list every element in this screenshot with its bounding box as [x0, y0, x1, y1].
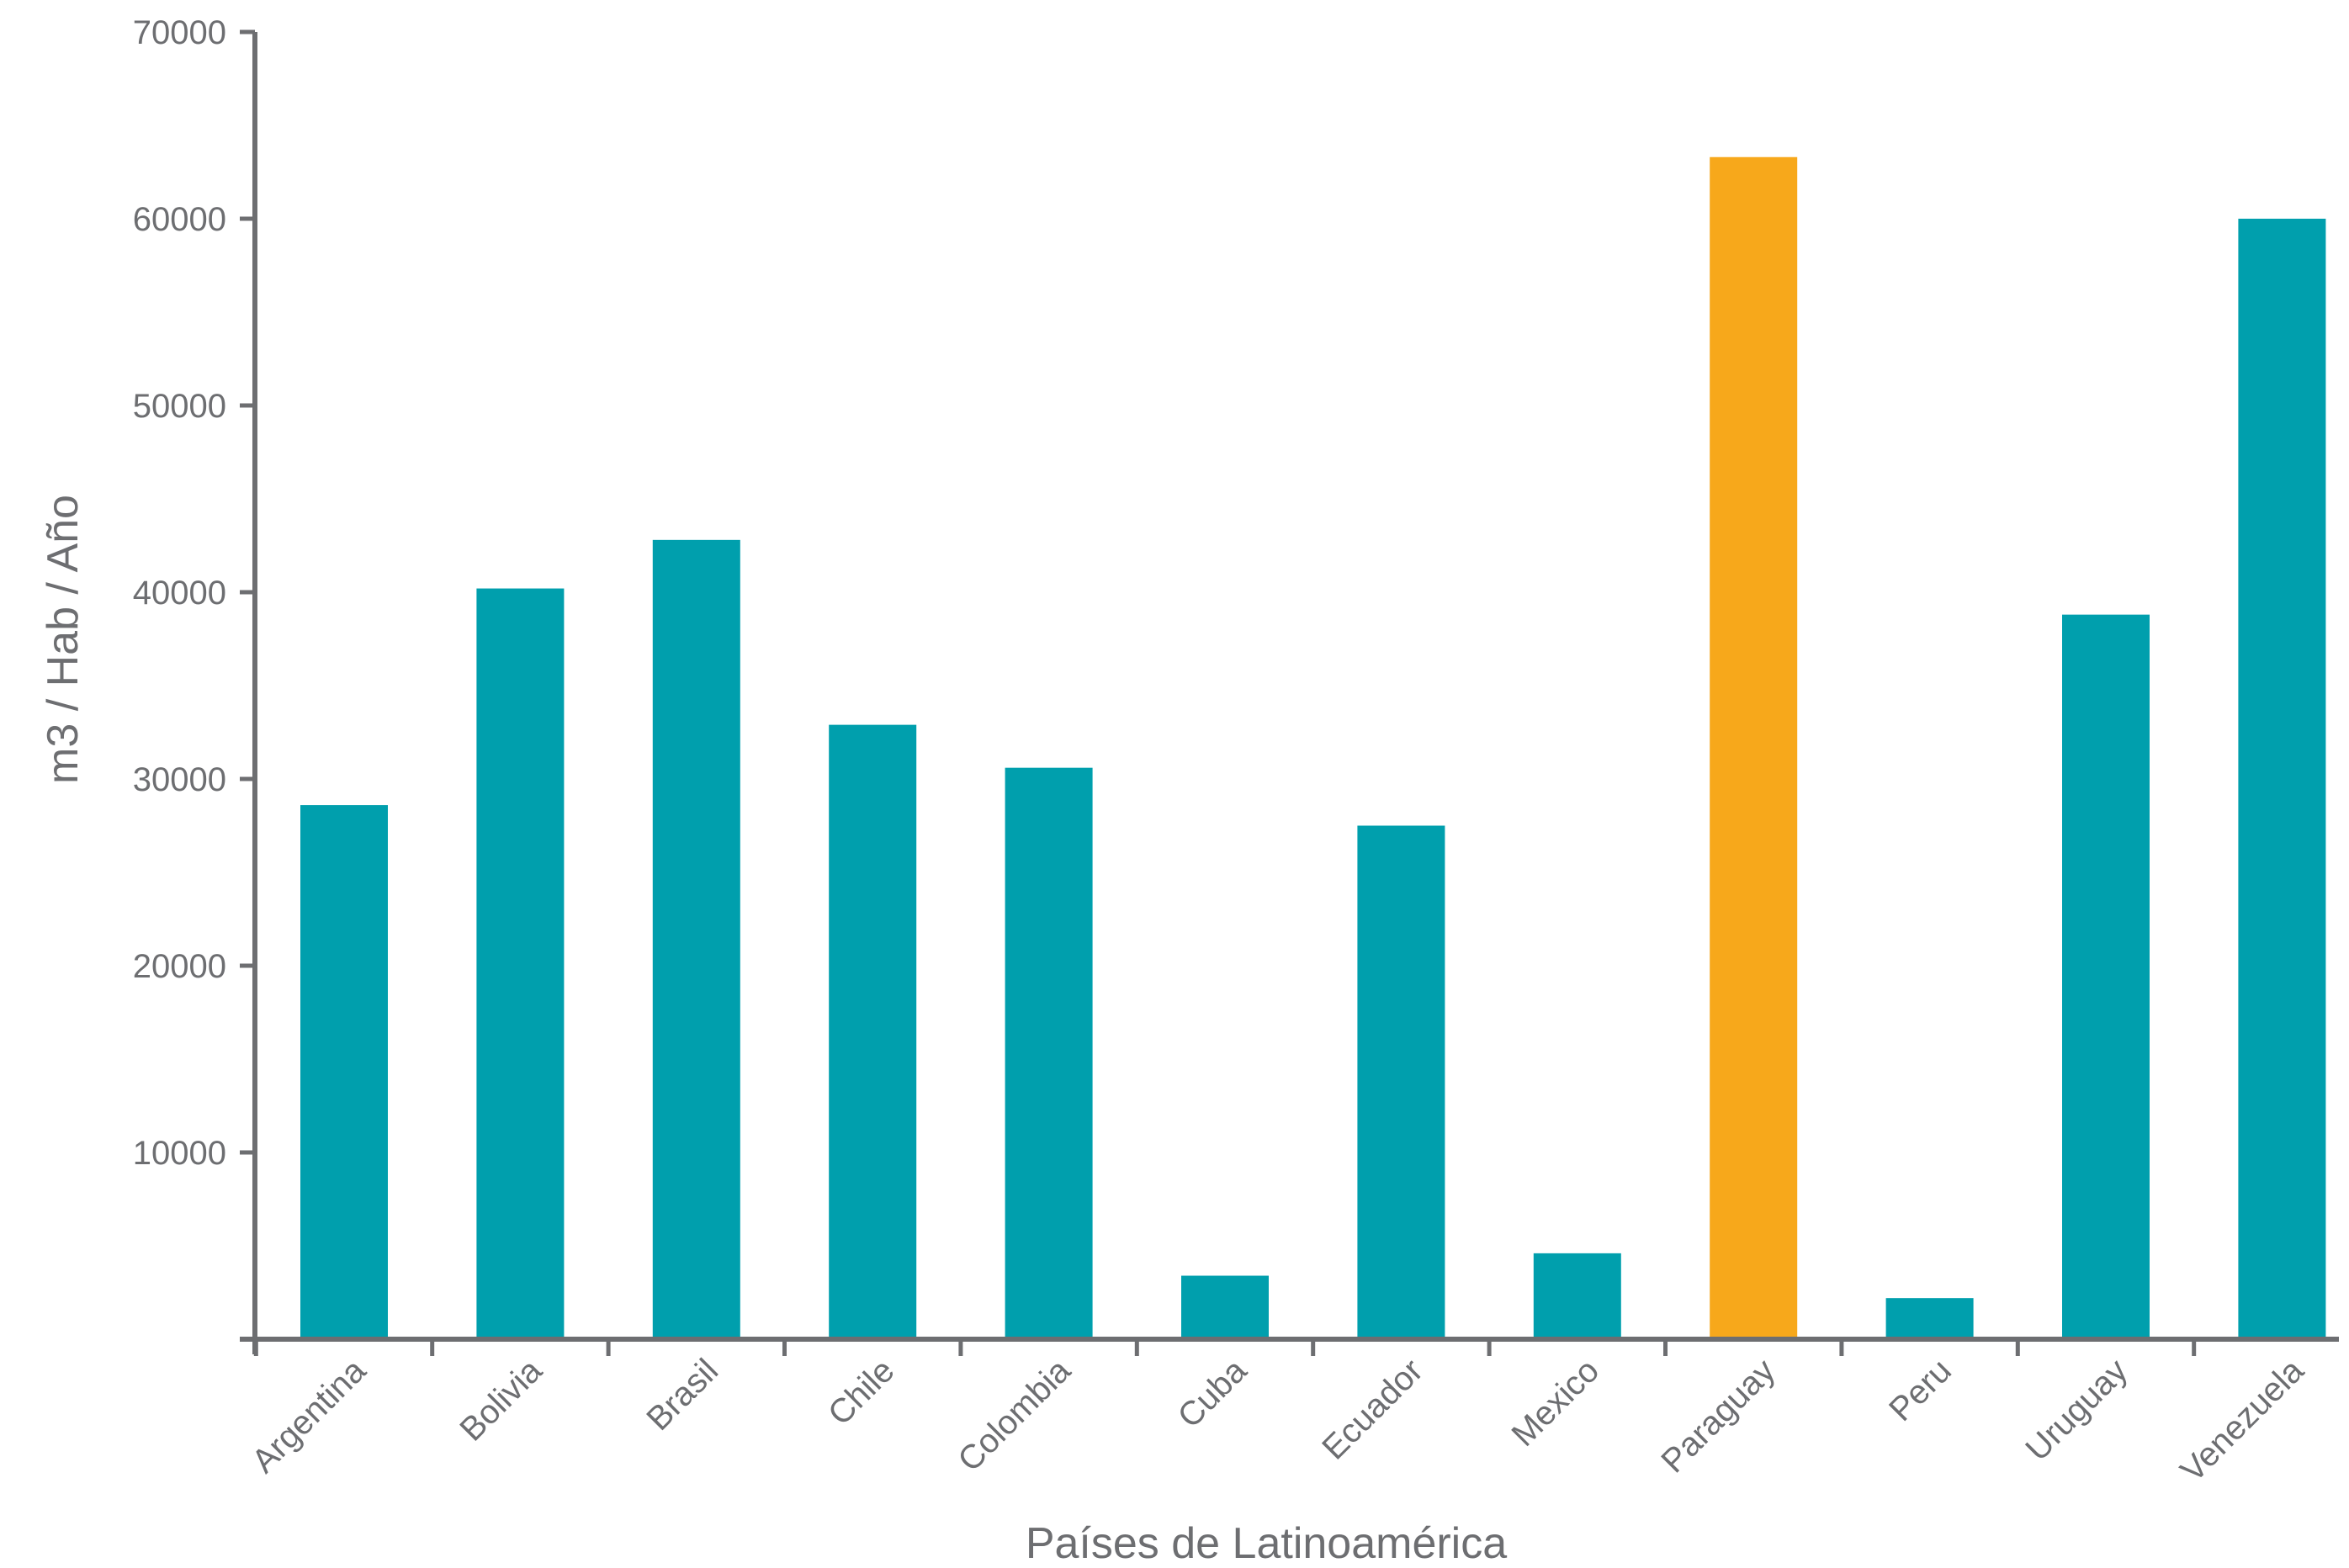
y-tick-label: 60000 [133, 201, 226, 238]
y-tick-label: 10000 [133, 1135, 226, 1172]
bar [2062, 614, 2150, 1339]
y-tick-label: 20000 [133, 948, 226, 985]
x-tick-label: Peru [1882, 1352, 1959, 1428]
x-tick-label: Chile [821, 1352, 902, 1433]
bar [1005, 767, 1093, 1339]
y-tick-label: 30000 [133, 761, 226, 798]
bar [1357, 825, 1445, 1339]
y-tick-label: 70000 [133, 14, 226, 51]
x-tick-label: Brasil [639, 1352, 725, 1438]
y-axis-title: m3 / Hab / Año [39, 495, 87, 784]
y-tick-label: 50000 [133, 388, 226, 425]
x-tick-label: Colombia [951, 1352, 1078, 1479]
bar [300, 805, 388, 1339]
bar [1181, 1275, 1269, 1339]
bars-group [300, 156, 2326, 1340]
axes-group [240, 32, 2339, 1354]
bar [1710, 156, 1798, 1340]
y-ticks-group: 10000 20000 30000 40000 50000 60000 70000 [133, 14, 255, 1172]
x-axis-title: Países de Latinoamérica [1026, 1519, 1507, 1568]
x-tick-label: Uruguay [2018, 1352, 2134, 1468]
bar [1885, 1298, 1974, 1339]
bar [652, 539, 740, 1339]
x-tick-label: Paraguay [1654, 1352, 1782, 1480]
bar [2238, 219, 2326, 1339]
bar [476, 588, 565, 1339]
x-tick-label: Argentina [245, 1352, 374, 1481]
x-tick-label: Venezuela [2174, 1352, 2312, 1490]
x-tick-label: Mexico [1504, 1352, 1606, 1454]
x-tick-label: Bolivia [453, 1352, 549, 1449]
bar [1533, 1253, 1621, 1339]
x-ticks-group: Argentina Bolivia Brasil Chile Colombia Cuba E… [245, 1339, 2312, 1490]
x-tick-label: Cuba [1171, 1352, 1254, 1435]
y-tick-label: 40000 [133, 575, 226, 612]
bar [829, 724, 917, 1339]
x-tick-label: Ecuador [1315, 1352, 1429, 1466]
